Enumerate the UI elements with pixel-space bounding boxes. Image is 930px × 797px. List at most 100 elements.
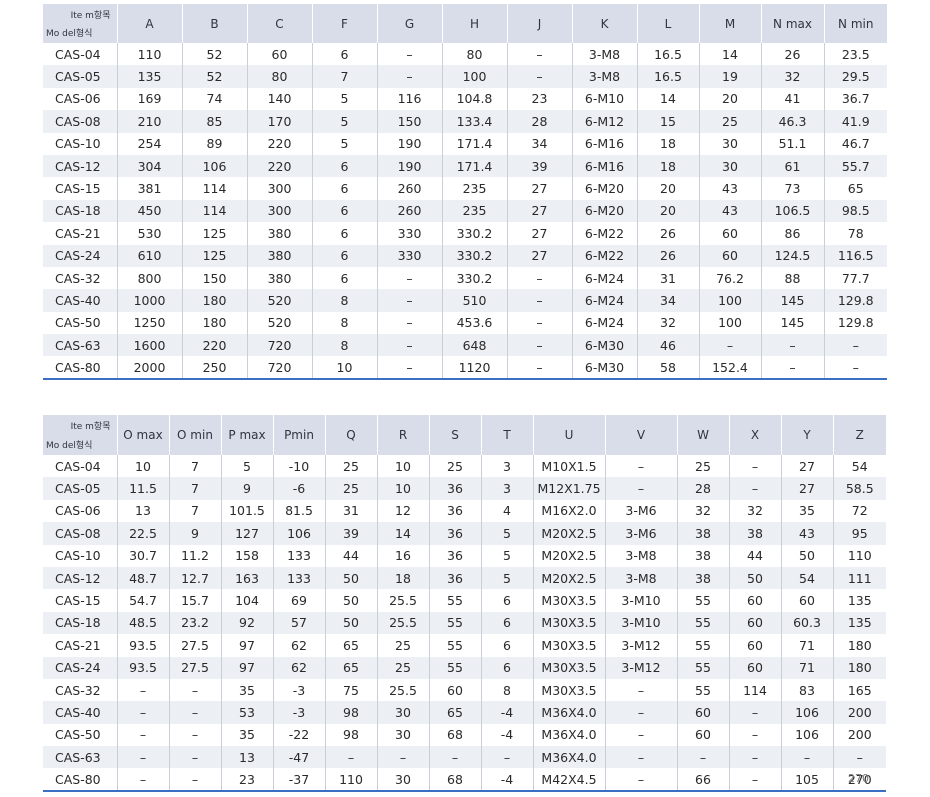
value-cell: 330 bbox=[376, 244, 442, 267]
value-cell: 54 bbox=[832, 455, 886, 478]
value-cell: 43 bbox=[780, 522, 833, 545]
value-cell: 32 bbox=[728, 499, 781, 523]
value-cell: 169 bbox=[116, 87, 182, 111]
value-cell: – bbox=[168, 768, 221, 791]
corner-header: Ite m항목 Mo del형식 bbox=[43, 4, 117, 43]
value-cell: -10 bbox=[272, 455, 325, 478]
value-cell: 450 bbox=[116, 199, 182, 223]
value-cell: 6-M12 bbox=[571, 110, 637, 133]
value-cell: 44 bbox=[728, 544, 781, 567]
value-cell: 5 bbox=[480, 522, 533, 545]
value-cell: 510 bbox=[441, 289, 507, 312]
value-cell: 18 bbox=[636, 132, 699, 155]
value-cell: M30X3.5 bbox=[532, 634, 605, 657]
value-cell: 48.5 bbox=[116, 611, 169, 635]
model-cell: CAS-05 bbox=[43, 65, 117, 88]
value-cell: 330 bbox=[376, 222, 442, 245]
value-cell: 60 bbox=[728, 611, 781, 635]
value-cell: 39 bbox=[506, 154, 572, 178]
value-cell: 53 bbox=[220, 701, 273, 724]
value-cell: 35 bbox=[220, 723, 273, 747]
value-cell: 60 bbox=[728, 656, 781, 679]
value-cell: 116.5 bbox=[823, 244, 887, 267]
value-cell: 25 bbox=[376, 656, 429, 679]
value-cell: 648 bbox=[441, 334, 507, 357]
value-cell: 10 bbox=[376, 477, 429, 500]
value-cell: -4 bbox=[480, 768, 533, 791]
page-number: 270 bbox=[848, 772, 869, 785]
value-cell: 50 bbox=[780, 544, 833, 567]
value-cell: 7 bbox=[168, 455, 221, 478]
value-cell: 88 bbox=[760, 266, 824, 290]
value-cell: 27 bbox=[506, 177, 572, 200]
value-cell: 6-M16 bbox=[571, 132, 637, 155]
value-cell: 36.7 bbox=[823, 87, 887, 111]
column-header: T bbox=[480, 415, 533, 455]
value-cell: 3-M8 bbox=[571, 43, 637, 66]
value-cell: M36X4.0 bbox=[532, 746, 605, 769]
model-cell: CAS-24 bbox=[43, 656, 117, 679]
value-cell: 27 bbox=[780, 455, 833, 478]
value-cell: 69 bbox=[272, 589, 325, 612]
value-cell: 98.5 bbox=[823, 199, 887, 223]
value-cell: 129.8 bbox=[823, 311, 887, 335]
value-cell: – bbox=[168, 701, 221, 724]
value-cell: – bbox=[506, 311, 572, 335]
value-cell: 55 bbox=[428, 611, 481, 635]
value-cell: – bbox=[506, 356, 572, 379]
value-cell: 30 bbox=[698, 154, 761, 178]
value-cell: 10 bbox=[116, 455, 169, 478]
table-row: CAS-18 48.5 23.2 92 57 50 25.5 55 6 M30X3.5 3-M10 5… bbox=[43, 611, 886, 635]
value-cell: 32 bbox=[636, 311, 699, 335]
column-header: Pmin bbox=[272, 415, 325, 455]
value-cell: 3-M6 bbox=[604, 522, 677, 545]
value-cell: 60 bbox=[698, 244, 761, 267]
value-cell: 6 bbox=[311, 244, 377, 267]
value-cell: 1000 bbox=[116, 289, 182, 312]
value-cell: -4 bbox=[480, 723, 533, 747]
value-cell: 6-M30 bbox=[571, 334, 637, 357]
value-cell: 111 bbox=[832, 566, 886, 590]
value-cell: 14 bbox=[636, 87, 699, 111]
value-cell: – bbox=[760, 334, 824, 357]
value-cell: 77.7 bbox=[823, 266, 887, 290]
value-cell: 71 bbox=[780, 634, 833, 657]
value-cell: 9 bbox=[168, 522, 221, 545]
value-cell: 1600 bbox=[116, 334, 182, 357]
value-cell: 65 bbox=[324, 656, 377, 679]
value-cell: 520 bbox=[246, 289, 312, 312]
value-cell: 158 bbox=[220, 544, 273, 567]
value-cell: 180 bbox=[181, 289, 247, 312]
model-cell: CAS-05 bbox=[43, 477, 117, 500]
value-cell: 85 bbox=[181, 110, 247, 133]
value-cell: M16X2.0 bbox=[532, 499, 605, 523]
value-cell: 106 bbox=[181, 154, 247, 178]
column-header: V bbox=[604, 415, 677, 455]
column-header: P max bbox=[220, 415, 273, 455]
table-row: CAS-08 22.5 9 127 106 39 14 36 5 M20X2.5 3-M6 38 38 4… bbox=[43, 522, 886, 545]
value-cell: 26 bbox=[760, 43, 824, 66]
value-cell: 1250 bbox=[116, 311, 182, 335]
value-cell: – bbox=[376, 311, 442, 335]
column-header: G bbox=[376, 4, 442, 43]
value-cell: 71 bbox=[780, 656, 833, 679]
value-cell: 22.5 bbox=[116, 522, 169, 545]
value-cell: 125 bbox=[181, 222, 247, 245]
value-cell: 105 bbox=[780, 768, 833, 791]
value-cell: 27 bbox=[780, 477, 833, 500]
value-cell: 23 bbox=[220, 768, 273, 791]
value-cell: 300 bbox=[246, 199, 312, 223]
value-cell: 6 bbox=[311, 177, 377, 200]
value-cell: 6-M30 bbox=[571, 356, 637, 379]
value-cell: 150 bbox=[376, 110, 442, 133]
value-cell: 6 bbox=[311, 154, 377, 178]
value-cell: 110 bbox=[324, 768, 377, 791]
value-cell: 51.1 bbox=[760, 132, 824, 155]
value-cell: 104 bbox=[220, 589, 273, 612]
value-cell: 5 bbox=[311, 132, 377, 155]
value-cell: M20X2.5 bbox=[532, 544, 605, 567]
value-cell: 6-M24 bbox=[571, 266, 637, 290]
value-cell: – bbox=[116, 723, 169, 747]
value-cell: 80 bbox=[441, 43, 507, 66]
value-cell: – bbox=[376, 266, 442, 290]
